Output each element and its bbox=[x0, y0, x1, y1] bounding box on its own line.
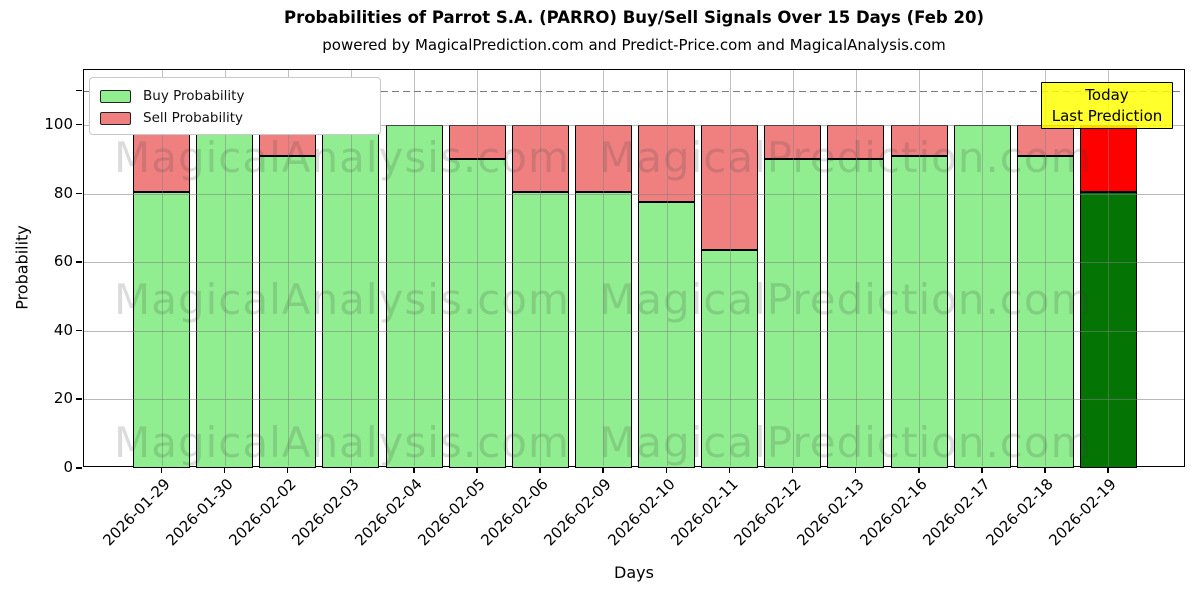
sell-swatch-icon bbox=[100, 111, 131, 125]
x-tick bbox=[1107, 467, 1109, 473]
y-tick-label: 60 bbox=[53, 252, 73, 271]
y-tick-label: 0 bbox=[63, 458, 73, 476]
x-tick bbox=[665, 467, 668, 473]
y-tick-label: 40 bbox=[53, 320, 73, 339]
v-gridline bbox=[792, 70, 794, 466]
y-tick-label: 20 bbox=[53, 389, 73, 408]
x-axis-label: Days bbox=[614, 563, 654, 582]
legend: Buy Probability Sell Probability bbox=[89, 77, 381, 135]
h-gridline bbox=[84, 330, 1184, 332]
h-gridline bbox=[84, 193, 1184, 195]
v-gridline bbox=[161, 70, 163, 466]
v-gridline bbox=[855, 70, 857, 466]
legend-sell-label: Sell Probability bbox=[143, 110, 244, 126]
h-gridline bbox=[84, 262, 1184, 264]
plot-area: MagicalAnalysis.comMagicalPrediction.com… bbox=[83, 69, 1185, 468]
y-tick bbox=[76, 192, 82, 195]
buy-swatch-icon bbox=[100, 89, 131, 103]
today-annotation-line2: Last Prediction bbox=[1051, 107, 1163, 125]
legend-item-buy: Buy Probability bbox=[100, 85, 370, 107]
v-gridline bbox=[982, 70, 984, 466]
x-tick bbox=[476, 467, 478, 473]
x-tick bbox=[918, 467, 920, 473]
v-gridline bbox=[224, 70, 226, 466]
today-annotation-line1: Today bbox=[1085, 86, 1129, 104]
y-tick-label: 100 bbox=[44, 114, 73, 133]
legend-item-sell: Sell Probability bbox=[100, 107, 370, 129]
v-gridline bbox=[603, 70, 605, 466]
v-gridline bbox=[729, 70, 731, 466]
y-tick bbox=[76, 329, 82, 332]
chart-title: Probabilities of Parrot S.A. (PARRO) Buy… bbox=[283, 8, 984, 27]
chart-subtitle: powered by MagicalPrediction.com and Pre… bbox=[322, 36, 946, 54]
v-gridline bbox=[350, 70, 352, 466]
x-tick bbox=[854, 467, 857, 473]
x-tick bbox=[791, 467, 794, 473]
dashed-threshold-line bbox=[84, 90, 1184, 93]
x-tick bbox=[160, 467, 162, 473]
today-annotation: Today Last Prediction bbox=[1041, 82, 1173, 129]
x-tick bbox=[349, 467, 352, 473]
x-tick bbox=[286, 467, 289, 473]
x-tick bbox=[539, 467, 541, 473]
v-gridline bbox=[414, 70, 416, 466]
v-gridline bbox=[540, 70, 542, 466]
x-tick bbox=[413, 467, 415, 473]
legend-buy-label: Buy Probability bbox=[143, 88, 245, 104]
y-tick-unlabeled bbox=[76, 89, 82, 92]
x-tick bbox=[981, 467, 983, 473]
v-gridline bbox=[287, 70, 289, 466]
x-tick bbox=[1044, 467, 1046, 473]
y-tick bbox=[76, 261, 82, 263]
y-tick bbox=[76, 123, 82, 126]
v-gridline bbox=[666, 70, 668, 466]
h-gridline bbox=[84, 399, 1184, 401]
x-tick bbox=[223, 467, 226, 473]
x-tick bbox=[728, 467, 731, 473]
v-gridline bbox=[1108, 70, 1110, 466]
v-gridline bbox=[477, 70, 479, 466]
y-tick bbox=[76, 398, 82, 400]
y-tick bbox=[76, 467, 82, 469]
h-gridline bbox=[84, 124, 1184, 126]
x-tick bbox=[602, 467, 604, 473]
v-gridline bbox=[1045, 70, 1047, 466]
v-gridline bbox=[919, 70, 921, 466]
y-tick-label: 80 bbox=[53, 183, 73, 202]
